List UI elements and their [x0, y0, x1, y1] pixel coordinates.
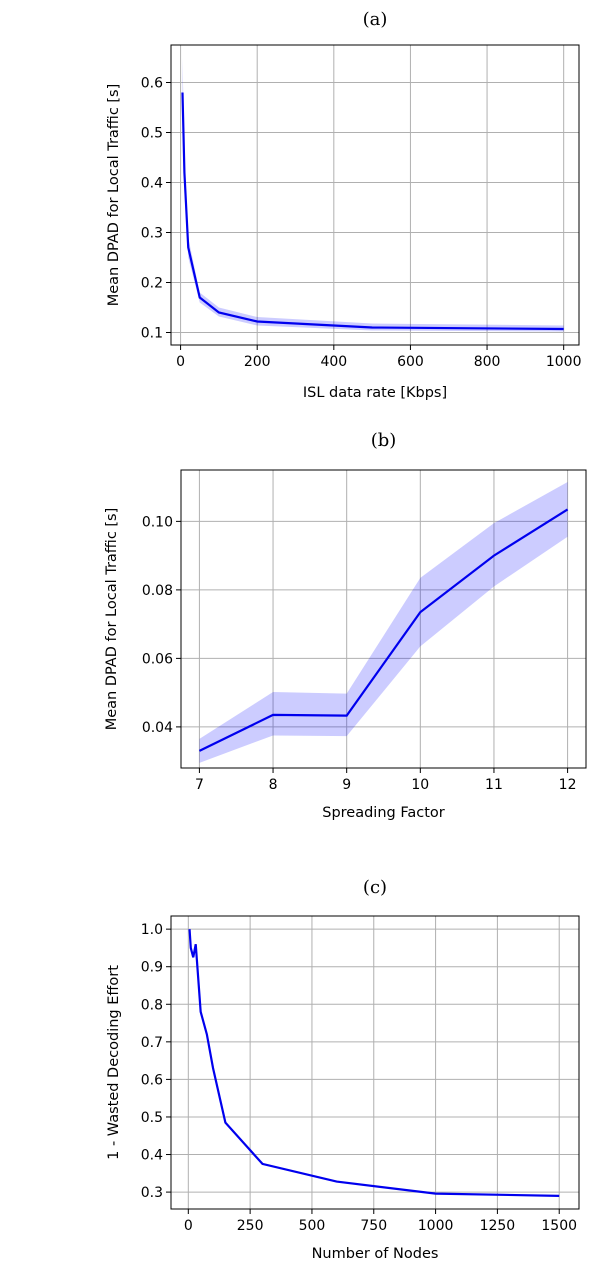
y-tick-label: 0.8 [141, 997, 163, 1013]
chart-panel-2: (c) 0 250 500 750 1000 1250 1500 0.3 0.4 0.5 0.6 0.7… [106, 877, 580, 1261]
y-tick-label: 0.5 [141, 126, 163, 142]
x-tick-label: 9 [342, 777, 351, 793]
x-axis-label: Number of Nodes [312, 1246, 439, 1261]
plot-frame [170, 915, 580, 1210]
x-tick-label: 0 [184, 1218, 193, 1234]
series-confidence-band [182, 57, 564, 332]
x-tick-label: 7 [195, 777, 204, 793]
x-tick-label: 1500 [541, 1218, 577, 1234]
x-tick-label: 600 [397, 354, 424, 370]
x-tick-label: 10 [411, 777, 429, 793]
y-tick-label: 0.06 [142, 651, 173, 667]
x-tick-label: 0 [176, 354, 185, 370]
y-tick-label: 0.2 [141, 276, 163, 292]
x-tick-label: 250 [237, 1218, 264, 1234]
y-axis-label: Mean DPAD for Local Traffic [s] [106, 84, 122, 307]
x-tick-label: 1000 [418, 1218, 454, 1234]
series-line [188, 929, 560, 1197]
x-axis-label: ISL data rate [Kbps] [303, 385, 447, 401]
series-line [181, 92, 564, 331]
y-axis-label: Mean DPAD for Local Traffic [s] [104, 508, 120, 731]
x-tick-label: 1250 [480, 1218, 516, 1234]
x-axis-label: Spreading Factor [322, 805, 445, 821]
y-tick-label: 0.3 [141, 226, 163, 242]
series-confidence-band [199, 481, 568, 763]
chart-panel-1: (b) 7 8 9 10 11 12 0.04 0.06 0.08 0.10 Spreading Fa… [104, 430, 587, 821]
y-tick-label: 1.0 [141, 922, 163, 938]
x-tick-label: 11 [485, 777, 503, 793]
x-tick-label: 800 [474, 354, 501, 370]
y-tick-label: 0.10 [142, 514, 173, 530]
chart-title: (b) [371, 430, 397, 451]
y-tick-label: 0.4 [141, 1148, 163, 1164]
chart-panel-0: (a) 0 200 400 600 800 1000 0.1 0.2 0.3 0.4 0.5 0.6 IS… [106, 9, 581, 401]
x-tick-label: 1000 [546, 354, 582, 370]
y-tick-label: 0.3 [141, 1185, 163, 1201]
x-tick-label: 200 [244, 354, 271, 370]
y-tick-label: 0.4 [141, 176, 163, 192]
y-axis-label: 1 - Wasted Decoding Effort [106, 965, 122, 1160]
y-tick-label: 0.7 [141, 1035, 163, 1051]
y-tick-label: 0.5 [141, 1110, 163, 1126]
x-tick-label: 12 [559, 777, 577, 793]
y-tick-label: 0.04 [142, 720, 173, 736]
plot-frame [170, 44, 580, 346]
chart-title: (c) [363, 877, 387, 898]
plot-frame [180, 469, 587, 769]
y-tick-label: 0.9 [141, 960, 163, 976]
series-line [198, 508, 569, 752]
y-tick-label: 0.6 [141, 76, 163, 92]
chart-title: (a) [363, 9, 388, 30]
x-tick-label: 8 [269, 777, 278, 793]
x-tick-label: 400 [320, 354, 347, 370]
x-tick-label: 750 [360, 1218, 387, 1234]
x-tick-label: 500 [299, 1218, 326, 1234]
y-tick-label: 0.08 [142, 583, 173, 599]
y-tick-label: 0.6 [141, 1072, 163, 1088]
y-tick-label: 0.1 [141, 326, 163, 342]
